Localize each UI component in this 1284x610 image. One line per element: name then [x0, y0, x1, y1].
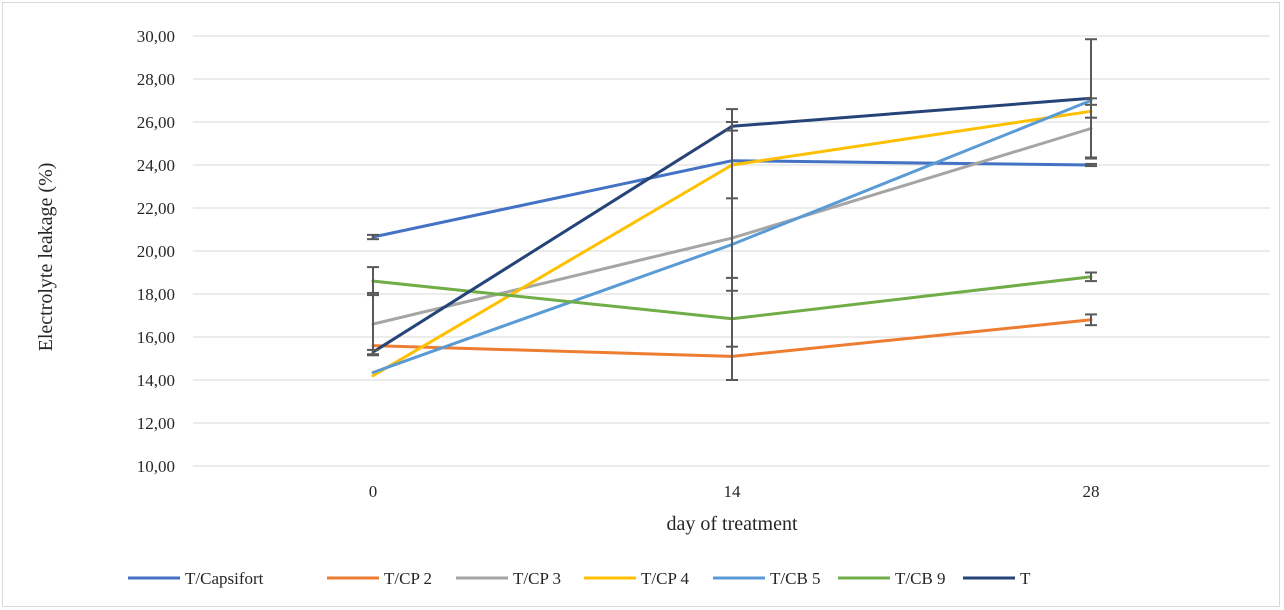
y-tick-label: 24,00 — [137, 156, 175, 175]
error-bar — [367, 266, 379, 297]
y-tick-label: 10,00 — [137, 457, 175, 476]
y-tick-label: 14,00 — [137, 371, 175, 390]
legend-label: T/CB 9 — [895, 569, 946, 588]
y-axis-title: Electrolyte leakage (%) — [35, 163, 57, 352]
y-tick-labels: 10,00 12,00 14,00 16,00 18,00 20,00 22,00 24,00… — [137, 27, 175, 476]
legend-label: T/Capsifort — [185, 569, 264, 588]
error-bars — [367, 38, 1097, 381]
y-tick-label: 30,00 — [137, 27, 175, 46]
legend-label: T/CB 5 — [770, 569, 821, 588]
x-tick-labels: 0 14 28 — [369, 482, 1100, 501]
x-tick-label: 0 — [369, 482, 378, 501]
y-tick-label: 20,00 — [137, 242, 175, 261]
error-bar — [726, 289, 738, 348]
error-bar — [726, 121, 738, 132]
error-bar — [1085, 313, 1097, 327]
error-bar — [1085, 271, 1097, 283]
y-tick-label: 26,00 — [137, 113, 175, 132]
error-bar — [367, 233, 379, 241]
x-tick-label: 14 — [724, 482, 742, 501]
x-tick-label: 28 — [1083, 482, 1100, 501]
legend-label: T/CP 3 — [513, 569, 561, 588]
y-tick-label: 16,00 — [137, 328, 175, 347]
y-tick-label: 18,00 — [137, 285, 175, 304]
y-tick-label: 22,00 — [137, 199, 175, 218]
error-bar — [367, 348, 379, 356]
x-axis-title: day of treatment — [666, 513, 797, 535]
error-bar — [1085, 162, 1097, 168]
y-tick-label: 12,00 — [137, 414, 175, 433]
legend: T/Capsifort T/CP 2 T/CP 3 T/CP 4 T/CB 5 T/CB … — [128, 569, 1031, 588]
error-bar — [1085, 38, 1097, 159]
legend-label: T/CP 2 — [384, 569, 432, 588]
y-tick-label: 28,00 — [137, 70, 175, 89]
legend-label: T — [1020, 569, 1031, 588]
legend-label: T/CP 4 — [641, 569, 690, 588]
